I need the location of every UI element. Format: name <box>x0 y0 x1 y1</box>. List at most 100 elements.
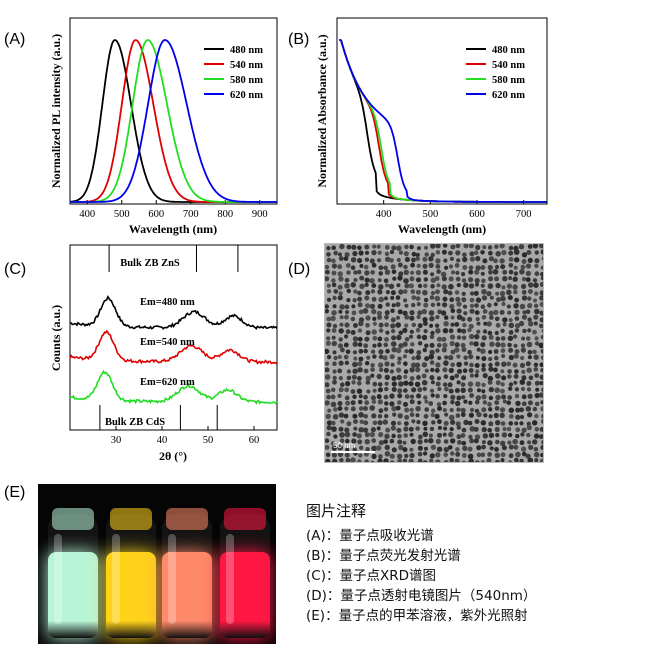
tem-particle <box>526 250 532 255</box>
tem-particle <box>443 394 448 399</box>
tem-particle <box>327 408 332 413</box>
tem-particle <box>424 245 428 250</box>
tem-particle <box>437 309 442 315</box>
tem-particle <box>489 446 494 451</box>
tem-particle <box>384 337 389 342</box>
tem-particle <box>363 414 368 419</box>
tem-particle <box>356 433 362 439</box>
tem-particle <box>508 257 514 262</box>
tem-particle <box>378 408 384 414</box>
tem-particle <box>370 460 375 462</box>
tem-particle <box>364 432 370 438</box>
tem-particle <box>352 341 358 347</box>
tem-particle <box>409 315 415 321</box>
tem-particle <box>409 412 415 417</box>
tem-particle <box>371 296 377 302</box>
tem-particle <box>494 330 499 336</box>
tem-particle <box>331 335 336 340</box>
tem-particle <box>512 438 518 445</box>
tem-particle <box>450 419 456 425</box>
tem-particle <box>435 438 441 444</box>
tem-particle <box>468 283 475 289</box>
tem-particle <box>409 329 414 334</box>
tem-particle <box>496 297 501 303</box>
tem-particle <box>398 343 404 349</box>
tem-particle <box>475 317 480 322</box>
tem-particle <box>469 256 475 262</box>
tem-particle <box>534 336 539 341</box>
tem-particle <box>429 426 435 432</box>
tem-particle <box>391 447 397 453</box>
tem-particle <box>350 330 356 335</box>
tem-particle <box>506 289 512 296</box>
tem-particle <box>325 269 330 275</box>
tem-particle <box>508 276 513 281</box>
tem-particle <box>495 291 500 296</box>
tem-particle <box>540 406 543 412</box>
tem-particle <box>480 420 486 426</box>
tem-particle <box>528 444 534 450</box>
tem-particle <box>364 459 369 462</box>
tem-particle <box>528 289 533 294</box>
tem-particle <box>494 447 499 452</box>
chart-c-tick-label: 60 <box>249 435 260 446</box>
tem-particle <box>423 297 429 303</box>
tem-particle <box>473 290 479 296</box>
tem-particle <box>340 382 345 387</box>
tem-particle <box>519 379 525 385</box>
tem-particle <box>463 282 469 288</box>
tem-particle <box>351 438 357 444</box>
tem-particle <box>337 295 343 301</box>
tem-particle <box>508 407 515 414</box>
tem-particle <box>421 362 428 368</box>
tem-particle <box>456 354 461 359</box>
tem-particle <box>417 451 423 457</box>
tem-particle <box>454 388 460 393</box>
tem-particle <box>436 283 441 288</box>
tem-particle <box>370 363 375 368</box>
tem-particle <box>534 373 540 378</box>
tem-particle <box>449 407 454 413</box>
tem-particle <box>364 257 370 262</box>
tem-particle <box>434 413 440 419</box>
caption-line-c: (C)：量子点XRD谱图 <box>306 568 436 584</box>
tem-particle <box>519 269 525 275</box>
tem-particle <box>519 362 526 368</box>
tem-particle <box>474 438 479 444</box>
tem-particle <box>362 308 369 314</box>
tem-particle <box>363 420 369 426</box>
tem-particle <box>325 367 330 373</box>
tem-particle <box>326 246 331 251</box>
tem-particle <box>392 412 397 417</box>
tem-particle <box>429 316 435 322</box>
tem-particle <box>461 297 467 303</box>
tem-particle <box>370 427 376 433</box>
tem-particle <box>457 440 462 445</box>
tem-particle <box>365 375 371 381</box>
tem-particle <box>488 386 494 393</box>
tem-particle <box>418 434 423 440</box>
tem-particle <box>518 320 525 327</box>
tem-particle <box>514 328 520 333</box>
tem-particle <box>495 251 501 257</box>
tem-particle <box>364 250 370 255</box>
tem-particle <box>456 395 462 401</box>
tem-particle <box>404 336 410 342</box>
caption-line-a: (A)：量子点吸收光谱 <box>306 528 434 544</box>
panel-label-d: (D) <box>288 261 310 278</box>
tem-particle <box>325 388 331 394</box>
tem-particle <box>515 400 521 407</box>
tem-particle <box>350 282 356 288</box>
tem-particle <box>428 433 433 438</box>
tem-particle <box>449 334 456 340</box>
tem-particle <box>402 458 407 462</box>
tem-particle <box>345 263 351 268</box>
tem-particle <box>430 302 436 307</box>
tem-particle <box>396 283 401 288</box>
tem-particle <box>441 276 447 282</box>
tem-particle <box>390 317 396 323</box>
tem-particle <box>423 438 429 443</box>
tem-particle <box>353 289 358 294</box>
tem-particle <box>385 245 390 250</box>
tem-particle <box>390 425 396 431</box>
